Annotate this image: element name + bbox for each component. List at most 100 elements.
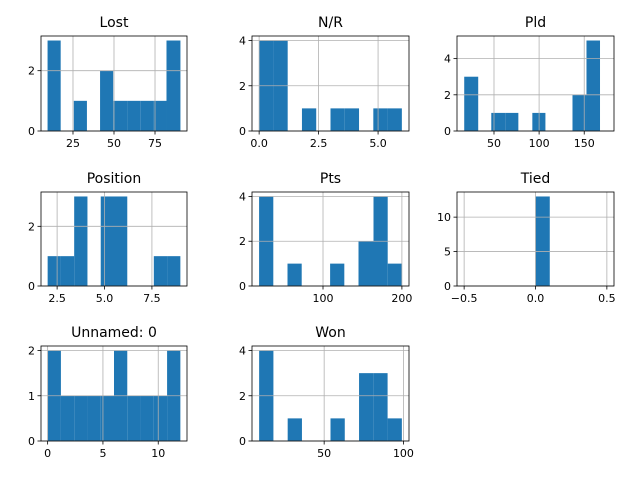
panel-title: Pld [525,15,546,31]
panel-title: Won [315,325,345,341]
histogram-bar [387,108,402,131]
histogram-bar [73,100,87,131]
histogram-bar [373,108,388,131]
y-tick-label: 5 [444,246,451,259]
histogram-bar [330,263,345,286]
x-tick-label: −0.5 [451,292,478,305]
x-tick-label: 2.5 [48,292,66,305]
x-tick-label: 50 [487,137,501,150]
axes-frame [251,191,410,287]
histogram-bar [153,395,168,441]
histogram-bar [127,100,141,131]
histogram-bar [505,112,519,131]
y-tick-label: 0 [239,280,246,293]
panel-title: Position [87,171,142,187]
x-tick-label: 75 [148,137,162,150]
x-tick-label: 0.5 [598,292,616,305]
histogram-bar [535,196,550,286]
axes-frame [251,35,410,132]
histogram-bar [287,263,302,286]
histogram-bar [60,256,75,286]
histogram-bar [100,395,114,441]
y-tick-label: 2 [239,80,246,93]
panel-5: Tied −0.5 0.0 0.5 0 5 10 [437,171,616,305]
y-tick-label: 4 [239,345,246,358]
panel-title: N/R [318,15,343,31]
y-tick-label: 2 [444,89,451,102]
y-tick-label: 1 [28,390,35,403]
y-tick-label: 0 [444,280,451,293]
histogram-bar [100,70,114,131]
axes-frame [456,35,615,132]
histogram-bar [114,196,128,286]
x-tick-label: 150 [574,137,595,150]
y-tick-label: 0 [239,125,246,138]
x-tick-label: 100 [393,447,414,460]
panel-3: Position 2.5 5.0 7.5 0 2 [28,171,188,305]
histogram-bar [60,395,75,441]
x-tick-label: 25 [66,137,80,150]
panel-0: Lost 25 50 75 0 2 [28,15,188,150]
panel-title: Tied [520,171,551,187]
y-tick-label: 0 [28,435,35,448]
x-tick-label: 2.5 [310,137,328,150]
y-tick-label: 4 [239,35,246,48]
histogram-bar [373,373,388,441]
histogram-bar [491,112,506,131]
histogram-bar [113,100,128,131]
y-tick-label: 2 [239,235,246,248]
histogram-bar [167,256,181,286]
y-tick-label: 0 [28,125,35,138]
panel-title: Unnamed: 0 [71,325,157,341]
x-tick-label: 10 [151,447,165,460]
x-tick-label: 50 [107,137,121,150]
panel-title: Lost [100,15,129,31]
x-tick-label: 200 [391,292,412,305]
histogram-bar [47,40,61,131]
histogram-bar [47,256,61,286]
histogram-bar [572,94,587,131]
histogram-bar [586,40,601,131]
x-tick-label: 0 [44,447,51,460]
axes-frame [40,191,188,287]
panel-title: Pts [320,171,341,187]
y-tick-label: 0 [239,435,246,448]
histogram-bar [153,100,167,131]
axes-frame [40,345,188,442]
histogram-bar [330,108,345,131]
axes-frame [251,345,410,442]
histogram-bar [74,196,88,286]
panel-6: Unnamed: 0 0 5 10 0 1 2 [28,325,188,460]
y-tick-label: 0 [28,280,35,293]
histogram-bar [287,418,302,441]
histogram-bar [140,100,154,131]
histogram-bar [140,395,154,441]
x-tick-label: 100 [313,292,334,305]
y-tick-label: 4 [239,190,246,203]
x-tick-label: 5.0 [96,292,114,305]
y-tick-label: 4 [444,53,451,66]
panel-2: Pld 50 100 150 0 2 4 [444,15,615,150]
histogram-bar [464,76,479,131]
histogram-bar [344,108,360,131]
histogram-bar [301,108,317,131]
histogram-bar [359,373,374,441]
y-tick-label: 2 [28,220,35,233]
panel-4: Pts 100 200 0 2 4 [239,171,412,305]
panel-7: Won 50 100 0 2 4 [239,325,414,460]
histogram-bar [387,263,402,286]
histogram-bar [358,241,374,286]
y-tick-label: 0 [444,125,451,138]
y-tick-label: 2 [239,390,246,403]
x-tick-label: 100 [529,137,550,150]
panel-1: N/R 0.0 2.5 5.0 0 2 4 [239,15,410,150]
x-tick-label: 50 [317,447,331,460]
y-tick-label: 2 [28,65,35,78]
x-tick-label: 5.0 [369,137,387,150]
histogram-bar [330,418,345,441]
histogram-bar [100,196,114,286]
histogram-bar [74,395,88,441]
x-tick-label: 0.0 [250,137,268,150]
histogram-bar [127,395,141,441]
